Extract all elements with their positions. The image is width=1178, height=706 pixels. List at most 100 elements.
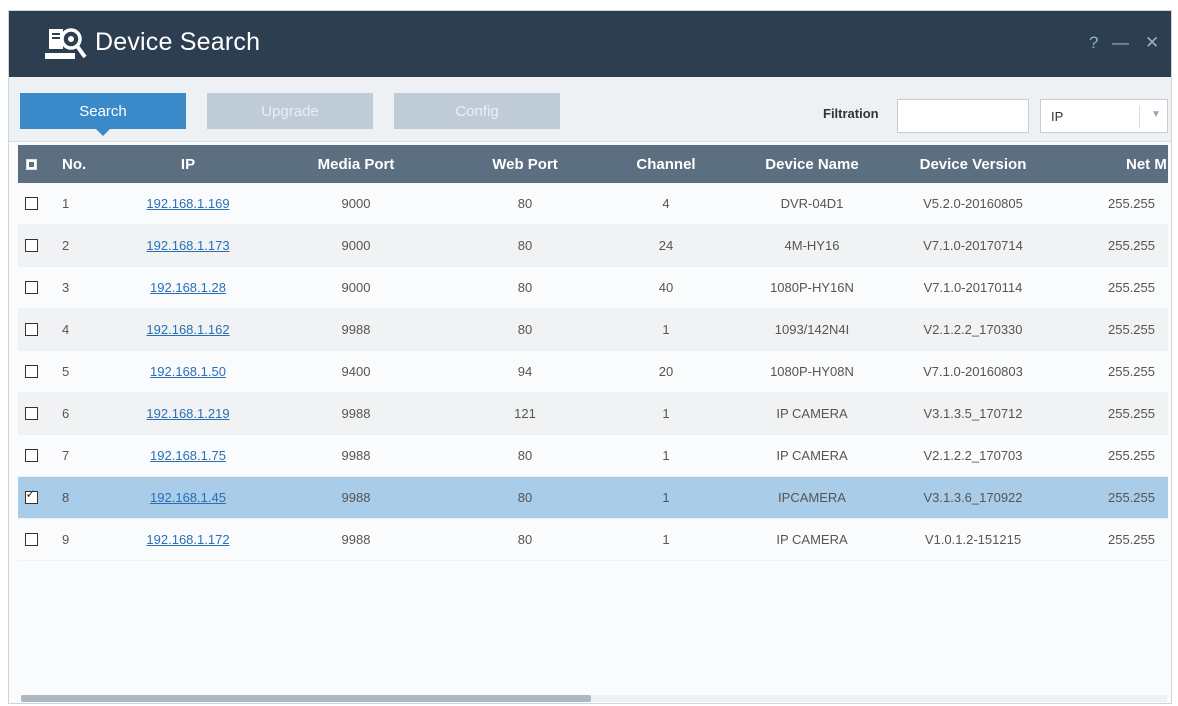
cell-no: 7 (62, 448, 70, 463)
ip-link[interactable]: 192.168.1.75 (150, 448, 226, 463)
cell-web-port: 80 (517, 322, 533, 337)
checkbox-icon[interactable] (24, 449, 38, 462)
checkbox-icon[interactable] (24, 533, 38, 546)
filtration-input[interactable] (897, 99, 1029, 133)
device-table: No. IP Media Port Web Port Channel Devic… (18, 145, 1168, 561)
select-all-check-icon[interactable] (25, 158, 37, 170)
ip-link[interactable]: 192.168.1.45 (150, 490, 226, 505)
row-checkbox[interactable] (18, 519, 44, 560)
scrollbar-thumb[interactable] (21, 695, 591, 702)
cell-web-port: 80 (517, 280, 533, 295)
chevron-down-icon[interactable]: ▼ (1151, 109, 1161, 120)
cell-media-port: 9988 (341, 490, 371, 505)
checkbox-icon[interactable] (24, 323, 38, 336)
filtration-label: Filtration (823, 106, 879, 121)
table-row[interactable]: 6 192.168.1.219 9988 121 1 IP CAMERA V3.1.3.5_… (18, 393, 1168, 435)
ip-link[interactable]: 192.168.1.172 (146, 532, 230, 547)
column-header-device-version[interactable]: Device Version (919, 155, 1027, 173)
column-header-ip[interactable]: IP (180, 155, 196, 173)
help-icon[interactable]: ? (1089, 33, 1099, 52)
close-icon[interactable]: ✕ (1145, 33, 1160, 52)
column-header-channel[interactable]: Channel (636, 155, 696, 173)
horizontal-scrollbar[interactable] (21, 695, 1167, 702)
checkbox-icon[interactable] (24, 239, 38, 252)
table-row[interactable]: 9 192.168.1.172 9988 80 1 IP CAMERA V1.0.1.2-1… (18, 519, 1168, 561)
cell-device-version: V1.0.1.2-151215 (924, 532, 1022, 547)
table-row[interactable]: 8 192.168.1.45 9988 80 1 IPCAMERA V3.1.3.6_170… (18, 477, 1168, 519)
checkbox-icon[interactable] (24, 197, 38, 210)
row-checkbox[interactable] (18, 393, 44, 434)
cell-net-mask: 255.255 (1108, 196, 1155, 211)
cell-device-name: IP CAMERA (776, 532, 848, 547)
cell-ip-link[interactable]: 192.168.1.162 (114, 309, 262, 350)
cell-device-version: V7.1.0-20170114 (923, 280, 1023, 295)
cell-media-port: 9988 (341, 406, 371, 421)
column-header-media-port[interactable]: Media Port (317, 155, 395, 173)
row-checkbox[interactable] (18, 309, 44, 350)
cell-ip-link[interactable]: 192.168.1.173 (114, 225, 262, 266)
table-body: 1 192.168.1.169 9000 80 4 DVR-04D1 V5.2.0-2016… (18, 183, 1168, 561)
checkbox-icon[interactable] (24, 281, 38, 294)
select-all-checkbox[interactable] (18, 145, 44, 183)
table-row[interactable]: 1 192.168.1.169 9000 80 4 DVR-04D1 V5.2.0-2016… (18, 183, 1168, 225)
ip-link[interactable]: 192.168.1.28 (150, 280, 226, 295)
cell-net-mask: 255.255 (1108, 490, 1155, 505)
search-button[interactable]: Search (20, 93, 186, 136)
cell-device-version: V2.1.2.2_170703 (923, 448, 1023, 463)
row-checkbox[interactable] (18, 477, 44, 518)
column-header-no[interactable]: No. (62, 155, 87, 173)
column-header-net-mask[interactable]: Net M (1126, 155, 1167, 173)
cell-web-port: 94 (517, 364, 533, 379)
row-checkbox[interactable] (18, 351, 44, 392)
cell-ip-link[interactable]: 192.168.1.219 (114, 393, 262, 434)
cell-device-version: V5.2.0-20160805 (923, 196, 1023, 211)
cell-no: 9 (62, 532, 70, 547)
cell-net-mask: 255.255 (1108, 406, 1155, 421)
column-header-device-name[interactable]: Device Name (765, 155, 859, 173)
table-row[interactable]: 3 192.168.1.28 9000 80 40 1080P-HY16N V7.1.0-2… (18, 267, 1168, 309)
column-header-web-port[interactable]: Web Port (492, 155, 558, 173)
device-search-logo-icon (45, 28, 87, 59)
checkbox-icon[interactable] (24, 407, 38, 420)
cell-ip-link[interactable]: 192.168.1.169 (114, 183, 262, 224)
cell-media-port: 9000 (341, 196, 371, 211)
device-search-window: Device Search ? — ✕ Search Upgrade Confi… (8, 10, 1172, 704)
ip-link[interactable]: 192.168.1.162 (146, 322, 230, 337)
cell-device-name: IP CAMERA (776, 448, 848, 463)
cell-ip-link[interactable]: 192.168.1.50 (114, 351, 262, 392)
table-row[interactable]: 2 192.168.1.173 9000 80 24 4M-HY16 V7.1.0-2017… (18, 225, 1168, 267)
table-row[interactable]: 7 192.168.1.75 9988 80 1 IP CAMERA V2.1.2.2_17… (18, 435, 1168, 477)
cell-device-name: 1080P-HY16N (770, 280, 854, 295)
upgrade-button[interactable]: Upgrade (207, 93, 373, 129)
checkbox-icon[interactable] (24, 365, 38, 378)
cell-ip-link[interactable]: 192.168.1.28 (114, 267, 262, 308)
filter-type-select[interactable]: IP ▼ (1040, 99, 1168, 133)
row-checkbox[interactable] (18, 267, 44, 308)
table-row[interactable]: 4 192.168.1.162 9988 80 1 1093/142N4I V2.1.2.2… (18, 309, 1168, 351)
config-button[interactable]: Config (394, 93, 560, 129)
cell-ip-link[interactable]: 192.168.1.45 (114, 477, 262, 518)
cell-channel: 1 (662, 532, 670, 547)
cell-device-name: 4M-HY16 (784, 238, 840, 253)
checkbox-checked-icon[interactable] (24, 487, 38, 504)
row-checkbox[interactable] (18, 435, 44, 476)
cell-ip-link[interactable]: 192.168.1.75 (114, 435, 262, 476)
window-title: Device Search (95, 28, 261, 56)
cell-ip-link[interactable]: 192.168.1.172 (114, 519, 262, 560)
cell-net-mask: 255.255 (1108, 238, 1155, 253)
table-row[interactable]: 5 192.168.1.50 9400 94 20 1080P-HY08N V7.1.0-2… (18, 351, 1168, 393)
cell-media-port: 9000 (341, 238, 371, 253)
ip-link[interactable]: 192.168.1.50 (150, 364, 226, 379)
ip-link[interactable]: 192.168.1.173 (146, 238, 230, 253)
row-checkbox[interactable] (18, 225, 44, 266)
cell-net-mask: 255.255 (1108, 280, 1155, 295)
minimize-icon[interactable]: — (1112, 33, 1129, 52)
row-checkbox[interactable] (18, 183, 44, 224)
cell-channel: 1 (662, 490, 670, 505)
cell-device-version: V2.1.2.2_170330 (923, 322, 1023, 337)
filter-type-value: IP (1051, 109, 1064, 124)
ip-link[interactable]: 192.168.1.219 (146, 406, 230, 421)
cell-no: 2 (62, 238, 70, 253)
ip-link[interactable]: 192.168.1.169 (146, 196, 230, 211)
cell-device-name: IPCAMERA (778, 490, 846, 505)
